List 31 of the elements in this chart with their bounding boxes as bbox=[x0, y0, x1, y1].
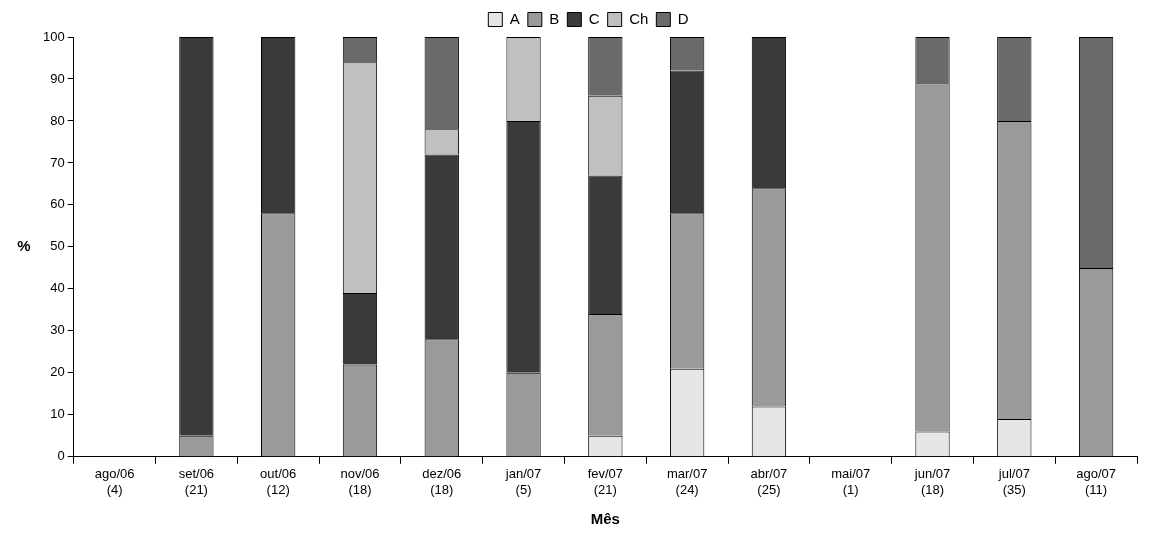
y-axis-title: % bbox=[17, 237, 31, 255]
x-tick-label: out/06 (12) bbox=[260, 466, 297, 497]
x-tick-label: jan/07 (5) bbox=[504, 466, 542, 497]
legend-label: B bbox=[549, 9, 560, 27]
x-tick-label: set/06 (21) bbox=[178, 466, 215, 497]
legend-label: D bbox=[677, 9, 689, 27]
y-tick-label: 30 bbox=[50, 322, 65, 338]
y-tick-label: 70 bbox=[50, 154, 65, 170]
legend-label: C bbox=[588, 9, 600, 27]
y-tick-label: 20 bbox=[50, 364, 65, 380]
y-tick-label: 0 bbox=[57, 448, 65, 464]
y-tick-label: 80 bbox=[50, 112, 65, 128]
x-tick-label: jun/07 (18) bbox=[913, 466, 951, 497]
y-tick-label: 50 bbox=[50, 238, 65, 254]
x-tick-label: fev/07 (21) bbox=[587, 466, 624, 497]
x-tick-label: jul/07 (35) bbox=[997, 466, 1030, 497]
x-tick-label: ago/07 (11) bbox=[1076, 466, 1116, 497]
x-tick-label: nov/06 (18) bbox=[340, 466, 380, 497]
y-tick-label: 40 bbox=[50, 280, 65, 296]
x-tick-label: abr/07 (25) bbox=[750, 466, 788, 497]
x-tick-label: mar/07 (24) bbox=[666, 466, 708, 497]
x-tick-label: mai/07 (1) bbox=[831, 466, 871, 497]
y-tick-label: 10 bbox=[50, 406, 65, 422]
x-tick-label: dez/06 (18) bbox=[422, 466, 462, 497]
y-tick-label: 100 bbox=[42, 28, 65, 44]
x-tick-label: ago/06 (4) bbox=[94, 466, 135, 497]
legend-label: Ch bbox=[629, 9, 649, 27]
x-axis-title: Mês bbox=[590, 510, 620, 528]
y-tick-label: 60 bbox=[50, 196, 65, 212]
y-tick-label: 90 bbox=[50, 70, 65, 86]
legend-label: A bbox=[509, 9, 520, 27]
